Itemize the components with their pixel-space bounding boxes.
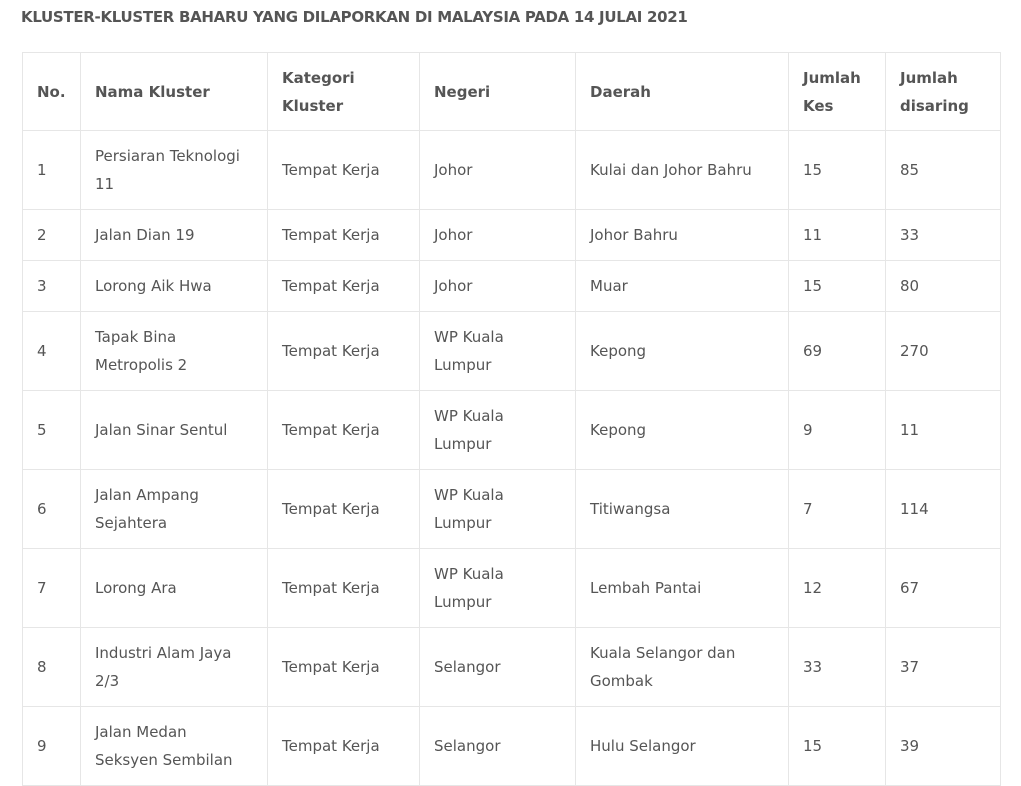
cell-negeri: WP Kuala Lumpur (419, 469, 576, 549)
cell-daerah: Hulu Selangor (575, 706, 789, 786)
table-row: 3 Lorong Aik Hwa Tempat Kerja Johor Muar 15 80 (22, 260, 1001, 312)
cell-jumlah-disaring: 85 (885, 130, 1001, 210)
cell-jumlah-kes: 12 (788, 548, 886, 628)
cell-nama-kluster: Tapak Bina Metropolis 2 (80, 311, 268, 391)
cell-no: 3 (22, 260, 81, 312)
table-row: 9 Jalan Medan Seksyen Sembilan Tempat Kerj… (22, 706, 1001, 786)
cell-kategori: Tempat Kerja (267, 706, 420, 786)
cell-kategori: Tempat Kerja (267, 390, 420, 470)
header-jumlah-kes: Jumlah Kes (788, 52, 886, 131)
cell-no: 4 (22, 311, 81, 391)
header-daerah: Daerah (575, 52, 789, 131)
cell-daerah: Johor Bahru (575, 209, 789, 261)
cell-jumlah-kes: 69 (788, 311, 886, 391)
cell-kategori: Tempat Kerja (267, 311, 420, 391)
cell-jumlah-disaring: 114 (885, 469, 1001, 549)
cell-kategori: Tempat Kerja (267, 260, 420, 312)
table-row: 1 Persiaran Teknologi 11 Tempat Kerja Johor… (22, 130, 1001, 210)
header-nama-kluster: Nama Kluster (80, 52, 268, 131)
cell-nama-kluster: Persiaran Teknologi 11 (80, 130, 268, 210)
cell-kategori: Tempat Kerja (267, 209, 420, 261)
cell-nama-kluster: Industri Alam Jaya 2/3 (80, 627, 268, 707)
cell-negeri: Johor (419, 260, 576, 312)
cell-jumlah-kes: 15 (788, 130, 886, 210)
cell-negeri: Johor (419, 130, 576, 210)
table-row: 6 Jalan Ampang Sejahtera Tempat Kerja WP Ku… (22, 469, 1001, 549)
table-row: 2 Jalan Dian 19 Tempat Kerja Johor Johor Bah… (22, 209, 1001, 261)
cell-kategori: Tempat Kerja (267, 548, 420, 628)
cell-no: 7 (22, 548, 81, 628)
cell-jumlah-disaring: 11 (885, 390, 1001, 470)
cell-daerah: Kepong (575, 390, 789, 470)
cell-jumlah-disaring: 33 (885, 209, 1001, 261)
cell-negeri: Selangor (419, 627, 576, 707)
table-row: 7 Lorong Ara Tempat Kerja WP Kuala Lumpur Le… (22, 548, 1001, 628)
cell-no: 6 (22, 469, 81, 549)
cell-daerah: Muar (575, 260, 789, 312)
cell-daerah: Kuala Selangor dan Gombak (575, 627, 789, 707)
cell-nama-kluster: Jalan Sinar Sentul (80, 390, 268, 470)
cell-kategori: Tempat Kerja (267, 130, 420, 210)
cell-jumlah-kes: 11 (788, 209, 886, 261)
cell-no: 9 (22, 706, 81, 786)
cell-nama-kluster: Jalan Medan Seksyen Sembilan (80, 706, 268, 786)
cell-jumlah-disaring: 270 (885, 311, 1001, 391)
cell-no: 1 (22, 130, 81, 210)
header-jumlah-disaring: Jumlah disaring (885, 52, 1001, 131)
cell-daerah: Kepong (575, 311, 789, 391)
cell-negeri: Johor (419, 209, 576, 261)
cell-nama-kluster: Jalan Dian 19 (80, 209, 268, 261)
page-title: KLUSTER-KLUSTER BAHARU YANG DILAPORKAN D… (21, 8, 688, 26)
cell-jumlah-disaring: 67 (885, 548, 1001, 628)
table-row: 5 Jalan Sinar Sentul Tempat Kerja WP Kuala … (22, 390, 1001, 470)
cell-daerah: Kulai dan Johor Bahru (575, 130, 789, 210)
cell-negeri: WP Kuala Lumpur (419, 311, 576, 391)
cell-jumlah-kes: 9 (788, 390, 886, 470)
cell-jumlah-kes: 15 (788, 260, 886, 312)
cell-negeri: WP Kuala Lumpur (419, 548, 576, 628)
cell-no: 5 (22, 390, 81, 470)
cell-nama-kluster: Jalan Ampang Sejahtera (80, 469, 268, 549)
cell-negeri: Selangor (419, 706, 576, 786)
cell-no: 8 (22, 627, 81, 707)
table-row: 8 Industri Alam Jaya 2/3 Tempat Kerja Selan… (22, 627, 1001, 707)
cell-nama-kluster: Lorong Ara (80, 548, 268, 628)
cell-jumlah-kes: 15 (788, 706, 886, 786)
cell-daerah: Titiwangsa (575, 469, 789, 549)
cell-jumlah-disaring: 80 (885, 260, 1001, 312)
cell-no: 2 (22, 209, 81, 261)
clusters-table: No. Nama Kluster Kategori Kluster Negeri Dae… (22, 52, 1001, 786)
cell-jumlah-disaring: 39 (885, 706, 1001, 786)
cell-kategori: Tempat Kerja (267, 469, 420, 549)
header-kategori: Kategori Kluster (267, 52, 420, 131)
header-no: No. (22, 52, 81, 131)
header-negeri: Negeri (419, 52, 576, 131)
cell-jumlah-kes: 33 (788, 627, 886, 707)
header-row: No. Nama Kluster Kategori Kluster Negeri Dae… (22, 52, 1001, 131)
cell-negeri: WP Kuala Lumpur (419, 390, 576, 470)
cell-daerah: Lembah Pantai (575, 548, 789, 628)
cell-kategori: Tempat Kerja (267, 627, 420, 707)
cell-nama-kluster: Lorong Aik Hwa (80, 260, 268, 312)
cell-jumlah-disaring: 37 (885, 627, 1001, 707)
table-row: 4 Tapak Bina Metropolis 2 Tempat Kerja WP K… (22, 311, 1001, 391)
cell-jumlah-kes: 7 (788, 469, 886, 549)
